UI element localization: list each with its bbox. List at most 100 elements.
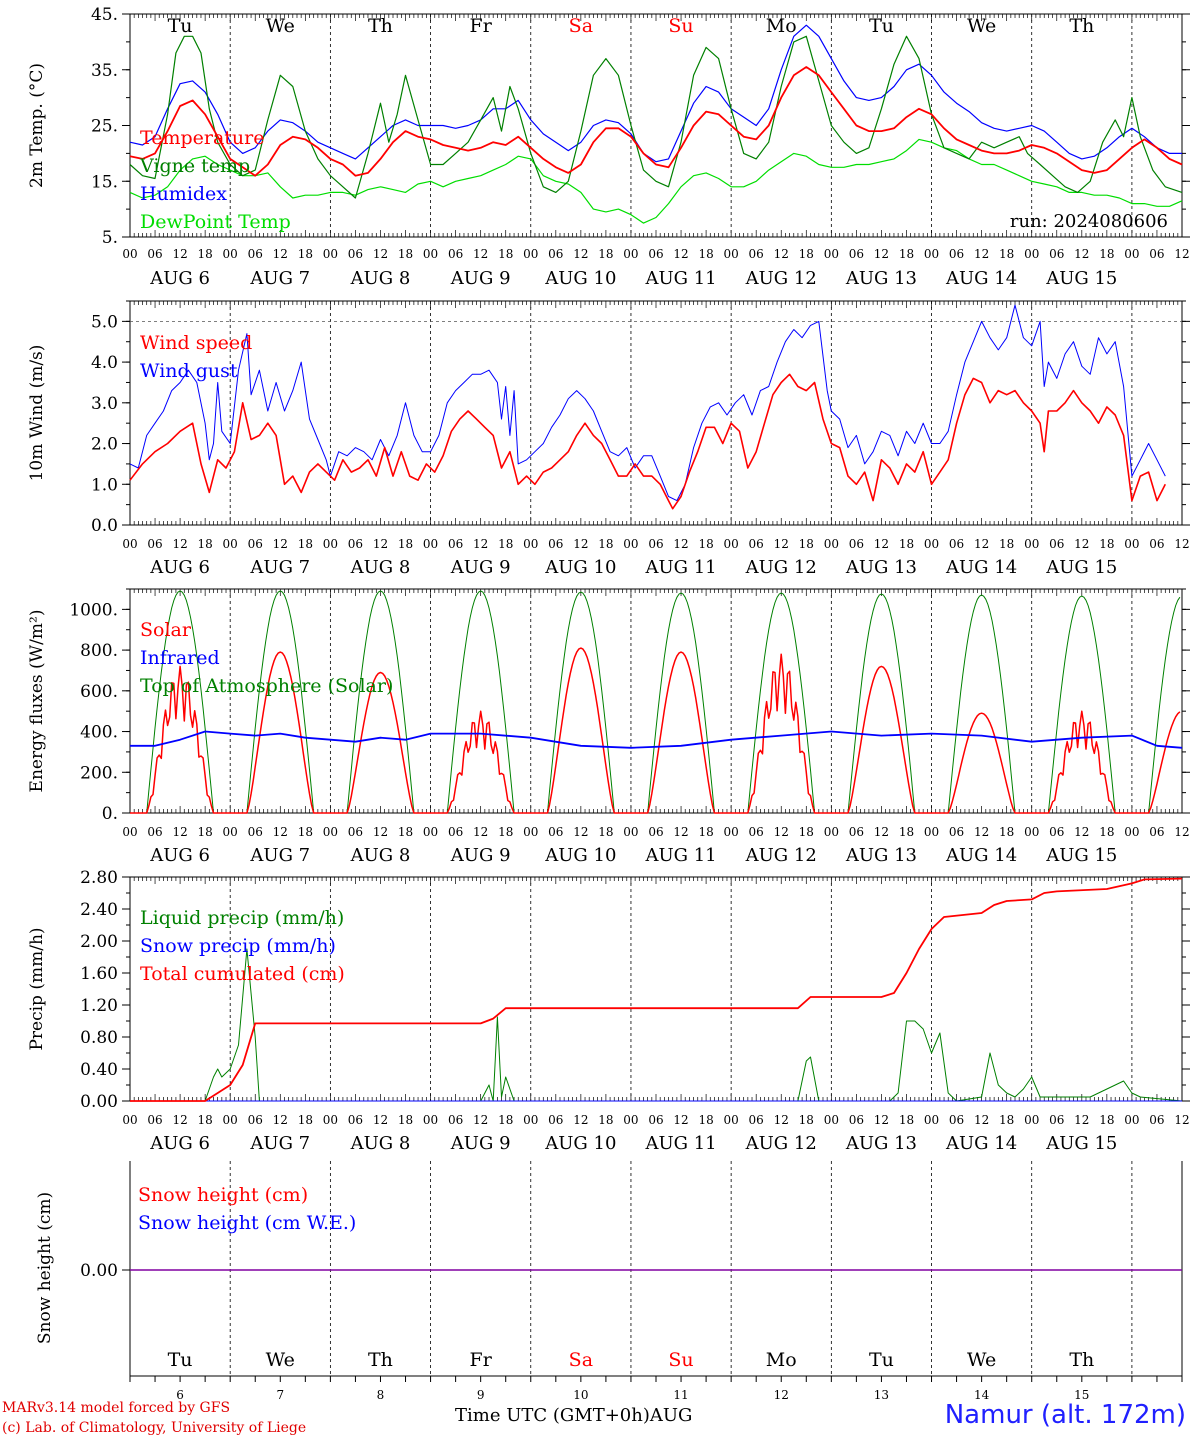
hour-tick-label: 18 — [899, 1113, 914, 1127]
hour-tick-label: 06 — [248, 247, 263, 261]
day-label: Th — [368, 15, 393, 37]
hour-tick-label: 06 — [348, 825, 363, 839]
hour-tick-label: 00 — [924, 1113, 939, 1127]
hour-tick-label: 18 — [598, 1113, 613, 1127]
time-axis-label: Time UTC (GMT+0h) — [455, 1405, 650, 1426]
date-label: AUG 15 — [1045, 1133, 1117, 1154]
legend-entry-0-3: DewPoint Temp — [140, 211, 291, 233]
date-label: AUG 15 — [1045, 557, 1117, 578]
hour-tick-label: 06 — [949, 537, 964, 551]
hour-tick-label: 12 — [1074, 1113, 1089, 1127]
hour-tick-label: 12 — [573, 247, 588, 261]
y-tick-label: 45. — [91, 5, 118, 25]
hour-tick-label: 12 — [874, 537, 889, 551]
hour-tick-label: 18 — [1099, 825, 1114, 839]
hour-tick-label: 18 — [498, 825, 513, 839]
hour-tick-label: 12 — [774, 247, 789, 261]
legend-entry-2-2: Top of Atmosphere (Solar) — [140, 675, 393, 697]
date-label: AUG 14 — [945, 845, 1017, 866]
y-tick-label: 2.00 — [80, 932, 118, 952]
hour-tick-label: 12 — [273, 247, 288, 261]
day-number: 15 — [1074, 1388, 1089, 1402]
hour-tick-label: 00 — [323, 825, 338, 839]
legend-entry-4-0: Snow height (cm) — [138, 1184, 308, 1206]
hour-tick-label: 12 — [172, 537, 187, 551]
hour-tick-label: 18 — [999, 825, 1014, 839]
hour-tick-label: 00 — [1024, 1113, 1039, 1127]
date-label: AUG 7 — [249, 1133, 310, 1154]
hour-tick-label: 06 — [548, 537, 563, 551]
hour-tick-label: 12 — [373, 825, 388, 839]
y-tick-label: 0. — [102, 804, 118, 824]
date-label: AUG 8 — [350, 845, 411, 866]
day-label: We — [266, 1349, 295, 1371]
hour-tick-label: 18 — [298, 537, 313, 551]
y-tick-label: 800. — [80, 641, 118, 661]
day-number: 11 — [673, 1388, 688, 1402]
day-label: Fr — [470, 1349, 493, 1371]
hour-tick-label: 12 — [1174, 537, 1189, 551]
hour-tick-label: 06 — [749, 825, 764, 839]
date-label: AUG 15 — [1045, 268, 1117, 289]
hour-tick-label: 00 — [122, 247, 137, 261]
date-label: AUG 14 — [945, 1133, 1017, 1154]
hour-tick-label: 00 — [824, 537, 839, 551]
hour-tick-label: 18 — [398, 537, 413, 551]
date-label: AUG 13 — [845, 1133, 917, 1154]
hour-tick-label: 18 — [799, 537, 814, 551]
hour-tick-label: 12 — [774, 1113, 789, 1127]
y-tick-label: 600. — [80, 682, 118, 702]
hour-tick-label: 12 — [172, 825, 187, 839]
y-axis-label-1: 10m Wind (m/s) — [27, 345, 47, 482]
hour-tick-label: 12 — [573, 537, 588, 551]
y-tick-label: 2.0 — [91, 435, 118, 455]
y-tick-label: 35. — [91, 61, 118, 81]
hour-tick-label: 00 — [423, 1113, 438, 1127]
hour-tick-label: 18 — [198, 825, 213, 839]
day-label: Tu — [168, 1349, 193, 1371]
hour-tick-label: 12 — [974, 1113, 989, 1127]
hour-tick-label: 12 — [673, 537, 688, 551]
y-tick-label: 1.60 — [80, 964, 118, 984]
hour-tick-label: 00 — [323, 1113, 338, 1127]
hour-tick-label: 00 — [223, 825, 238, 839]
date-label: AUG 8 — [350, 268, 411, 289]
y-tick-label: 25. — [91, 117, 118, 137]
hour-tick-label: 06 — [648, 537, 663, 551]
legend-entry-4-1: Snow height (cm W.E.) — [138, 1212, 356, 1234]
date-label: AUG 13 — [845, 268, 917, 289]
hour-tick-label: 00 — [924, 825, 939, 839]
legend-entry-0-2: Humidex — [140, 183, 227, 205]
day-number: 6 — [176, 1388, 184, 1402]
hour-tick-label: 12 — [774, 825, 789, 839]
day-number: 13 — [874, 1388, 889, 1402]
hour-tick-label: 12 — [673, 247, 688, 261]
y-tick-label: 4.0 — [91, 353, 118, 373]
hour-tick-label: 00 — [122, 1113, 137, 1127]
hour-tick-label: 00 — [1024, 537, 1039, 551]
day-label: Su — [668, 1349, 693, 1371]
hour-tick-label: 18 — [298, 247, 313, 261]
day-number: 14 — [974, 1388, 990, 1402]
date-label: AUG 15 — [1045, 845, 1117, 866]
copyright-credit: (c) Lab. of Climatology, University of L… — [2, 1420, 307, 1436]
hour-tick-label: 18 — [198, 537, 213, 551]
date-label: AUG 9 — [450, 557, 511, 578]
day-label: Sa — [569, 1349, 593, 1371]
hour-tick-label: 00 — [1024, 247, 1039, 261]
hour-tick-label: 06 — [448, 537, 463, 551]
series-wind-gust — [129, 304, 1166, 502]
hour-tick-label: 18 — [698, 247, 713, 261]
hour-tick-label: 00 — [223, 1113, 238, 1127]
date-label: AUG 13 — [845, 845, 917, 866]
hour-tick-label: 06 — [147, 247, 162, 261]
hour-tick-label: 12 — [473, 247, 488, 261]
hour-tick-label: 06 — [949, 825, 964, 839]
day-number: 10 — [573, 1388, 588, 1402]
hour-tick-label: 00 — [1124, 1113, 1139, 1127]
hour-tick-label: 06 — [1149, 1113, 1164, 1127]
hour-tick-label: 06 — [448, 1113, 463, 1127]
date-label: AUG 10 — [544, 268, 616, 289]
hour-tick-label: 12 — [1174, 247, 1189, 261]
